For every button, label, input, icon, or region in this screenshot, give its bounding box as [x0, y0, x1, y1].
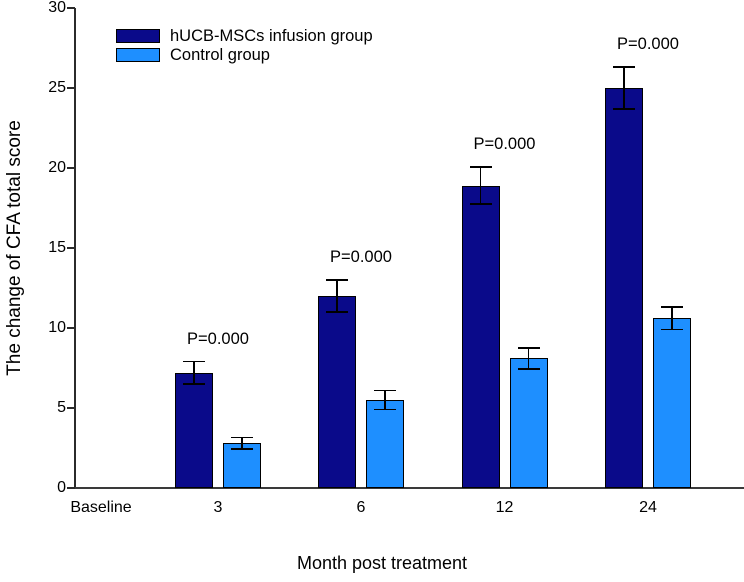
p-value-label-month-6: P=0.000 [330, 248, 392, 266]
error-whisker-infusion-12 [479, 167, 482, 204]
legend-item-infusion-group: hUCB-MSCs infusion group [116, 27, 373, 45]
bar-control-12 [509, 358, 548, 488]
error-whisker-control-6 [384, 390, 386, 410]
p-value-label-month-24: P=0.000 [617, 35, 679, 54]
bar-infusion-12 [461, 185, 500, 488]
error-cap-top-infusion-24 [613, 66, 635, 68]
error-cap-bottom-control-24 [661, 328, 683, 331]
x-axis-title: Month post treatment [296, 553, 468, 573]
error-cap-bottom-control-3 [231, 448, 253, 450]
error-cap-top-infusion-12 [469, 166, 492, 168]
legend-label-infusion-group: hUCB-MSCs infusion group [170, 27, 373, 45]
error-cap-top-control-24 [661, 306, 683, 308]
error-whisker-infusion-24 [623, 67, 625, 109]
error-cap-top-infusion-6 [326, 279, 348, 281]
x-tick-label-6: 6 [356, 499, 366, 516]
bar-control-6 [366, 400, 404, 488]
x-tick-label-Baseline: Baseline [70, 499, 132, 516]
error-cap-top-control-6 [374, 389, 396, 392]
x-axis-line [74, 486, 744, 489]
bar-control-24 [653, 318, 691, 488]
error-cap-top-control-12 [517, 347, 540, 349]
error-cap-bottom-infusion-24 [613, 108, 635, 110]
error-cap-top-control-3 [231, 436, 253, 439]
error-whisker-control-12 [527, 348, 530, 369]
error-whisker-infusion-6 [336, 280, 338, 312]
error-cap-bottom-infusion-12 [469, 203, 492, 205]
bar-infusion-3 [175, 372, 213, 488]
error-cap-bottom-control-12 [517, 368, 540, 370]
bar-infusion-24 [605, 88, 643, 488]
x-tick-label-12: 12 [495, 499, 514, 516]
error-whisker-control-24 [671, 307, 673, 330]
x-tick-label-3: 3 [213, 499, 223, 516]
legend: hUCB-MSCs infusion group Control group [116, 27, 373, 65]
error-cap-bottom-infusion-6 [326, 311, 348, 313]
legend-label-control-group: Control group [170, 46, 270, 64]
error-cap-bottom-control-6 [374, 408, 396, 411]
error-whisker-infusion-3 [193, 361, 195, 384]
error-cap-top-infusion-3 [183, 360, 205, 363]
legend-item-control-group: Control group [116, 46, 373, 64]
y-axis-line [74, 8, 76, 488]
bar-infusion-6 [318, 296, 356, 488]
x-axis-labels: Baseline 3 6 12 24 [0, 499, 744, 521]
error-whisker-control-3 [241, 437, 243, 449]
x-tick-label-24: 24 [639, 499, 657, 516]
p-value-label-month-3: P=0.000 [187, 329, 249, 348]
error-cap-bottom-infusion-3 [183, 383, 205, 385]
bar-control-3 [223, 443, 261, 488]
legend-swatch-infusion-group [116, 29, 160, 43]
p-value-label-month-12: P=0.000 [473, 135, 536, 154]
legend-swatch-control-group [116, 48, 160, 62]
